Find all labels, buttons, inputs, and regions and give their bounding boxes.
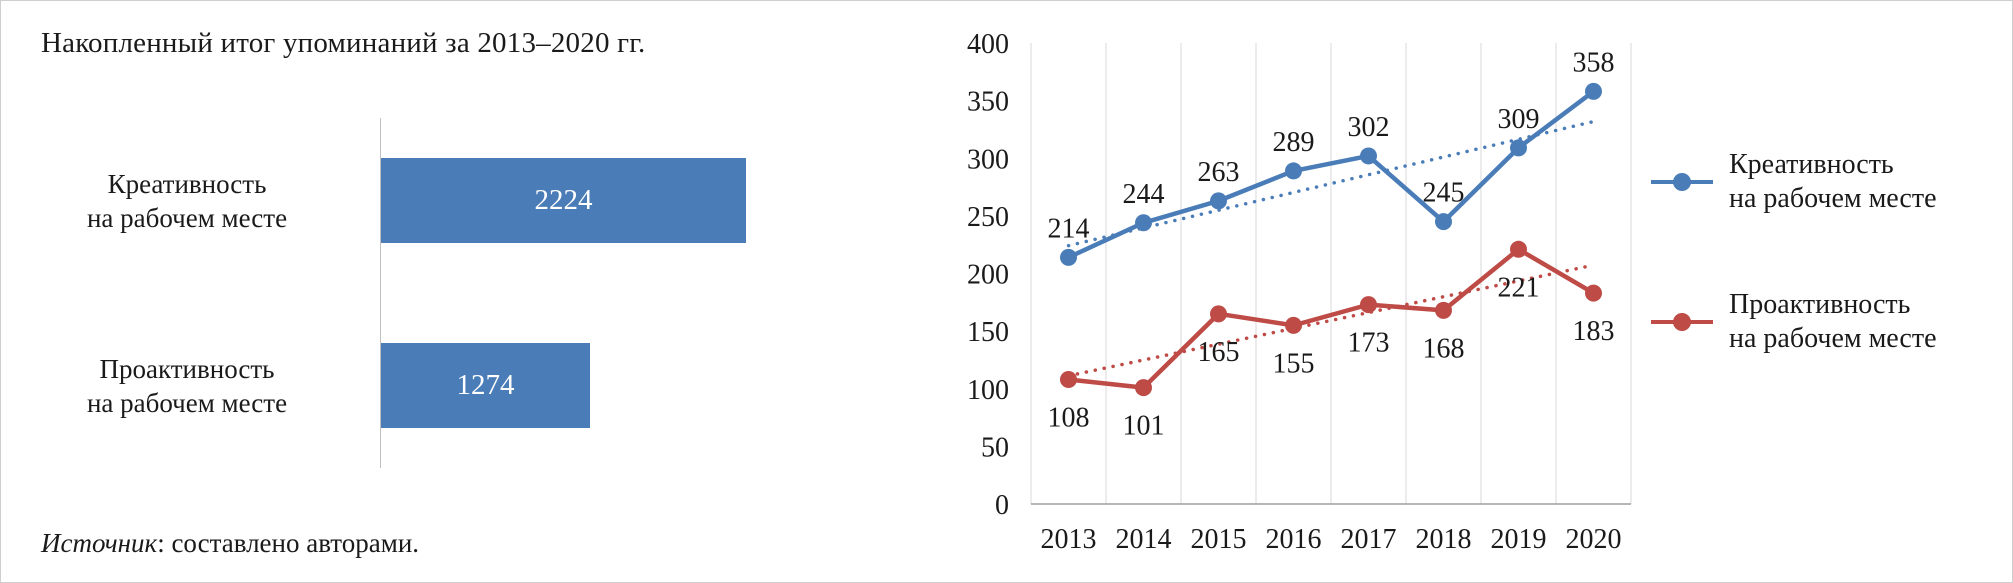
data-point-marker [1285, 316, 1302, 334]
data-point-marker [1060, 371, 1077, 389]
x-axis-tick-label: 2016 [1266, 524, 1322, 555]
y-axis-tick-label: 400 [967, 29, 1009, 60]
bar-axis-line [380, 118, 381, 468]
x-axis-tick-label: 2015 [1191, 524, 1247, 555]
data-label: 183 [1573, 316, 1615, 347]
data-label: 214 [1048, 213, 1090, 244]
data-point-marker [1360, 296, 1377, 314]
data-label: 221 [1498, 272, 1540, 303]
legend-label: на рабочем месте [1729, 183, 1937, 214]
trend-line [1066, 263, 1596, 378]
bar-value-label: 2224 [534, 184, 593, 216]
y-axis-tick-label: 100 [967, 375, 1009, 406]
data-label: 245 [1423, 178, 1465, 209]
y-axis-tick-label: 250 [967, 202, 1009, 233]
bar-chart: Креативность на рабочем месте 2224 Проактив… [1, 113, 801, 488]
trend-line [1066, 119, 1596, 248]
y-axis-tick-label: 150 [967, 317, 1009, 348]
x-axis-tick-label: 2013 [1041, 524, 1097, 555]
legend-label: Креативность [1729, 149, 1894, 180]
legend-marker [1673, 313, 1691, 331]
bar-category-line: на рабочем месте [86, 387, 288, 418]
data-point-marker [1510, 139, 1527, 157]
data-label: 244 [1123, 179, 1165, 210]
data-point-marker [1435, 301, 1452, 319]
x-axis-tick-label: 2018 [1416, 524, 1472, 555]
data-label: 358 [1573, 47, 1615, 78]
data-point-marker [1510, 240, 1527, 258]
data-label: 165 [1198, 337, 1240, 368]
data-point-marker [1435, 213, 1452, 231]
bar-category-line: на рабочем месте [86, 202, 288, 233]
data-label: 168 [1423, 333, 1465, 364]
bar-category-line: Креативность [107, 168, 267, 199]
data-point-marker [1585, 284, 1602, 302]
data-point-marker [1135, 379, 1152, 397]
legend-marker [1673, 173, 1691, 191]
bar: 2224 [381, 158, 746, 243]
data-label: 108 [1048, 403, 1090, 434]
data-point-marker [1585, 82, 1602, 100]
data-point-marker [1285, 162, 1302, 180]
legend-label: Проактивность [1729, 289, 1910, 320]
legend-label: на рабочем месте [1729, 323, 1937, 354]
x-axis-tick-label: 2014 [1116, 524, 1172, 555]
x-axis-tick-label: 2017 [1341, 524, 1397, 555]
data-label: 302 [1348, 112, 1390, 143]
line-chart: 0 50 100 150 200 250 300 350 400 2013 2014 2015 2016… [967, 29, 1937, 555]
series-line [1066, 89, 1596, 260]
y-axis-tick-label: 350 [967, 87, 1009, 118]
data-point-marker [1360, 147, 1377, 165]
source-text: : составлено авторами. [157, 528, 420, 558]
source-label: Источник [41, 528, 158, 558]
x-axis-tick-label: 2019 [1491, 524, 1547, 555]
data-point-marker [1210, 305, 1227, 323]
x-axis-tick-label: 2020 [1566, 524, 1622, 555]
data-point-marker [1210, 192, 1227, 210]
y-axis-tick-label: 0 [995, 490, 1009, 521]
data-label: 155 [1273, 348, 1315, 379]
data-label: 289 [1273, 127, 1315, 158]
data-point-marker [1135, 214, 1152, 232]
data-label: 263 [1198, 157, 1240, 188]
y-axis-tick-label: 300 [967, 144, 1009, 175]
data-label: 173 [1348, 328, 1390, 359]
data-label: 101 [1123, 411, 1165, 442]
bar-category-label: Креативность на рабочем месте [11, 158, 363, 243]
bar-chart-title: Накопленный итог упоминаний за 2013–2020… [41, 27, 646, 59]
data-point-marker [1060, 248, 1077, 266]
data-label: 309 [1498, 104, 1540, 135]
source-note: Источник: составлено авторами. [41, 528, 419, 559]
bar: 1274 [381, 343, 590, 428]
bar-category-line: Проактивность [99, 353, 275, 384]
bar-value-label: 1274 [456, 369, 515, 401]
y-axis-tick-label: 200 [967, 260, 1009, 291]
series-line [1066, 247, 1596, 390]
bar-category-label: Проактивность на рабочем месте [11, 343, 363, 428]
y-axis-tick-label: 50 [981, 432, 1009, 463]
